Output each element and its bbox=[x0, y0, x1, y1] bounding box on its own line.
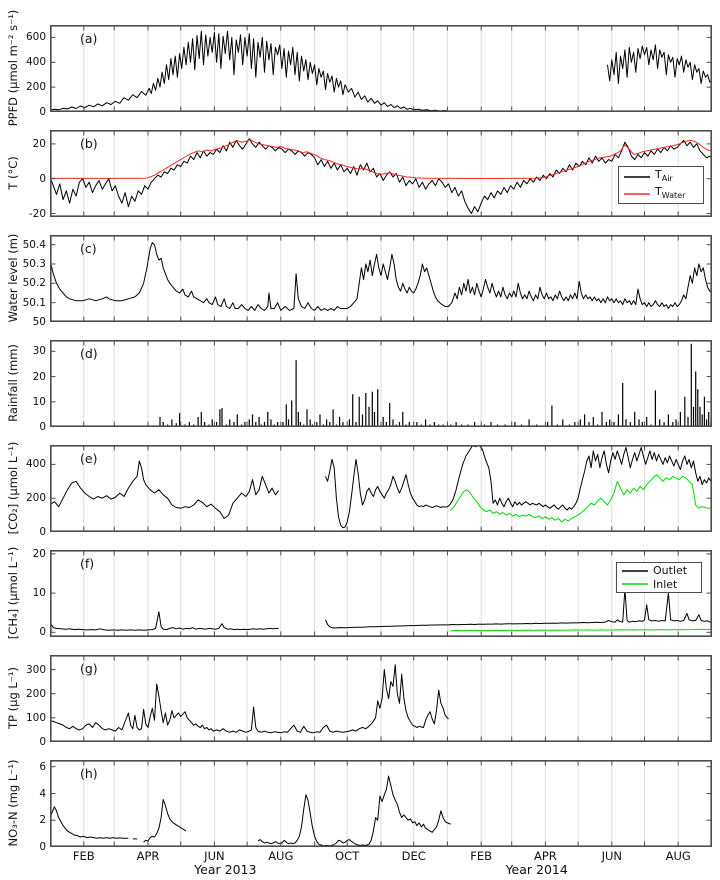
x-tick-label: FEB bbox=[72, 849, 95, 863]
y-tick-label: 0 bbox=[39, 626, 46, 639]
y-tick-label: 50.1 bbox=[22, 296, 46, 309]
y-tick-label: 50.4 bbox=[22, 238, 46, 251]
y-tick-label: 50.2 bbox=[22, 277, 46, 290]
x-tick-label: FEB bbox=[470, 849, 493, 863]
y-tick-label: 0 bbox=[39, 841, 46, 853]
x-tick-label: OCT bbox=[335, 849, 360, 863]
panel-b: T (°C) -20 0 20 (b) bbox=[0, 130, 720, 220]
panel-a-plot-area bbox=[50, 25, 712, 112]
panel-letter-g: (g) bbox=[80, 661, 98, 676]
legend-line-t-air bbox=[624, 175, 650, 178]
y-tick-label: 20 bbox=[32, 137, 46, 150]
panel-letter-e: (e) bbox=[80, 451, 98, 466]
x-tick-label: JUN bbox=[601, 849, 622, 863]
panel-f: [CH₄] (μmol L⁻¹) 0 10 20 (f) bbox=[0, 547, 720, 639]
y-tick-label: 10 bbox=[32, 395, 46, 408]
legend-temperature: TAir TWater bbox=[618, 166, 704, 204]
legend-label-t-water: TWater bbox=[655, 185, 686, 201]
y-tick-label: 200 bbox=[25, 687, 46, 700]
panel-h-plot-area bbox=[50, 760, 712, 847]
legend-line-outlet bbox=[622, 570, 648, 572]
legend-line-t-water bbox=[624, 193, 650, 195]
y-tick-label: 50.3 bbox=[22, 258, 46, 270]
x-tick-label: APR bbox=[533, 849, 557, 863]
y-tick-label: 100 bbox=[25, 711, 46, 724]
legend-item-inlet: Inlet bbox=[622, 578, 696, 591]
y-tick-label: 400 bbox=[25, 56, 46, 69]
panel-letter-b: (b) bbox=[80, 136, 98, 151]
legend-item-outlet: Outlet bbox=[622, 564, 696, 577]
y-tick-label: 4 bbox=[39, 787, 46, 800]
legend-label-outlet: Outlet bbox=[653, 564, 688, 578]
x-tick-label: APR bbox=[136, 849, 160, 863]
legend-item-t-water: TWater bbox=[624, 185, 698, 202]
y-tick-label: 200 bbox=[25, 492, 46, 505]
x-axis-year-label: Year 2013 bbox=[194, 862, 257, 877]
y-tick-label: -20 bbox=[28, 207, 46, 220]
legend-label-inlet: Inlet bbox=[653, 577, 678, 591]
y-tick-label: 0 bbox=[39, 526, 46, 538]
legend-label-t-air: TAir bbox=[655, 168, 673, 184]
y-tick-label: 10 bbox=[32, 587, 46, 600]
legend-item-t-air: TAir bbox=[624, 168, 698, 185]
y-tick-label: 2 bbox=[39, 814, 46, 827]
panel-c-plot-area bbox=[50, 235, 712, 322]
x-axis-year-label: Year 2014 bbox=[505, 862, 568, 877]
x-tick-label: AUG bbox=[665, 849, 691, 863]
x-tick-label: JUN bbox=[204, 849, 225, 863]
y-axis-label-co2: [CO₂] (μmol L⁻¹) bbox=[6, 441, 20, 535]
panel-letter-c: (c) bbox=[80, 241, 97, 256]
y-tick-label: 0 bbox=[39, 172, 46, 185]
panel-e: [CO₂] (μmol L⁻¹) 0 200 400 (e) bbox=[0, 441, 720, 538]
y-tick-label: 600 bbox=[25, 31, 46, 44]
panel-g-plot-area bbox=[50, 655, 712, 742]
y-tick-label: 0 bbox=[39, 106, 46, 118]
y-tick-label: 0 bbox=[39, 736, 46, 748]
panel-a: PPFD (μmol m⁻² s⁻¹) 0 200 400 600 (a) bbox=[0, 10, 720, 126]
panel-d: Rainfall (mm) 0 10 20 30 (d) bbox=[0, 340, 720, 433]
panel-b-plot-area bbox=[50, 130, 712, 217]
y-tick-label: 20 bbox=[32, 547, 46, 560]
y-tick-label: 300 bbox=[25, 663, 46, 676]
y-tick-label: 50 bbox=[32, 316, 46, 328]
panel-g: TP (μg L⁻¹) 0 100 200 300 (g) bbox=[0, 655, 720, 748]
panel-f-plot-area bbox=[50, 550, 712, 637]
panel-letter-h: (h) bbox=[80, 766, 98, 781]
x-tick-label: AUG bbox=[268, 849, 294, 863]
y-tick-label: 6 bbox=[39, 760, 46, 773]
y-tick-label: 20 bbox=[32, 370, 46, 383]
y-tick-label: 400 bbox=[25, 458, 46, 471]
panel-letter-d: (d) bbox=[80, 346, 98, 361]
y-tick-label: 30 bbox=[32, 345, 46, 358]
panel-letter-a: (a) bbox=[80, 31, 98, 46]
panel-c: Water level (m) 50 50.1 50.2 50.3 50.4 (c) bbox=[0, 234, 720, 328]
y-tick-label: 200 bbox=[25, 81, 46, 94]
legend-ch4: Outlet Inlet bbox=[616, 562, 702, 593]
panel-d-plot-area bbox=[50, 340, 712, 427]
legend-line-inlet bbox=[622, 583, 648, 585]
y-tick-label: 0 bbox=[39, 421, 46, 433]
x-tick-label: DEC bbox=[401, 849, 426, 863]
panel-letter-f: (f) bbox=[80, 556, 95, 571]
panel-e-plot-area bbox=[50, 445, 712, 532]
